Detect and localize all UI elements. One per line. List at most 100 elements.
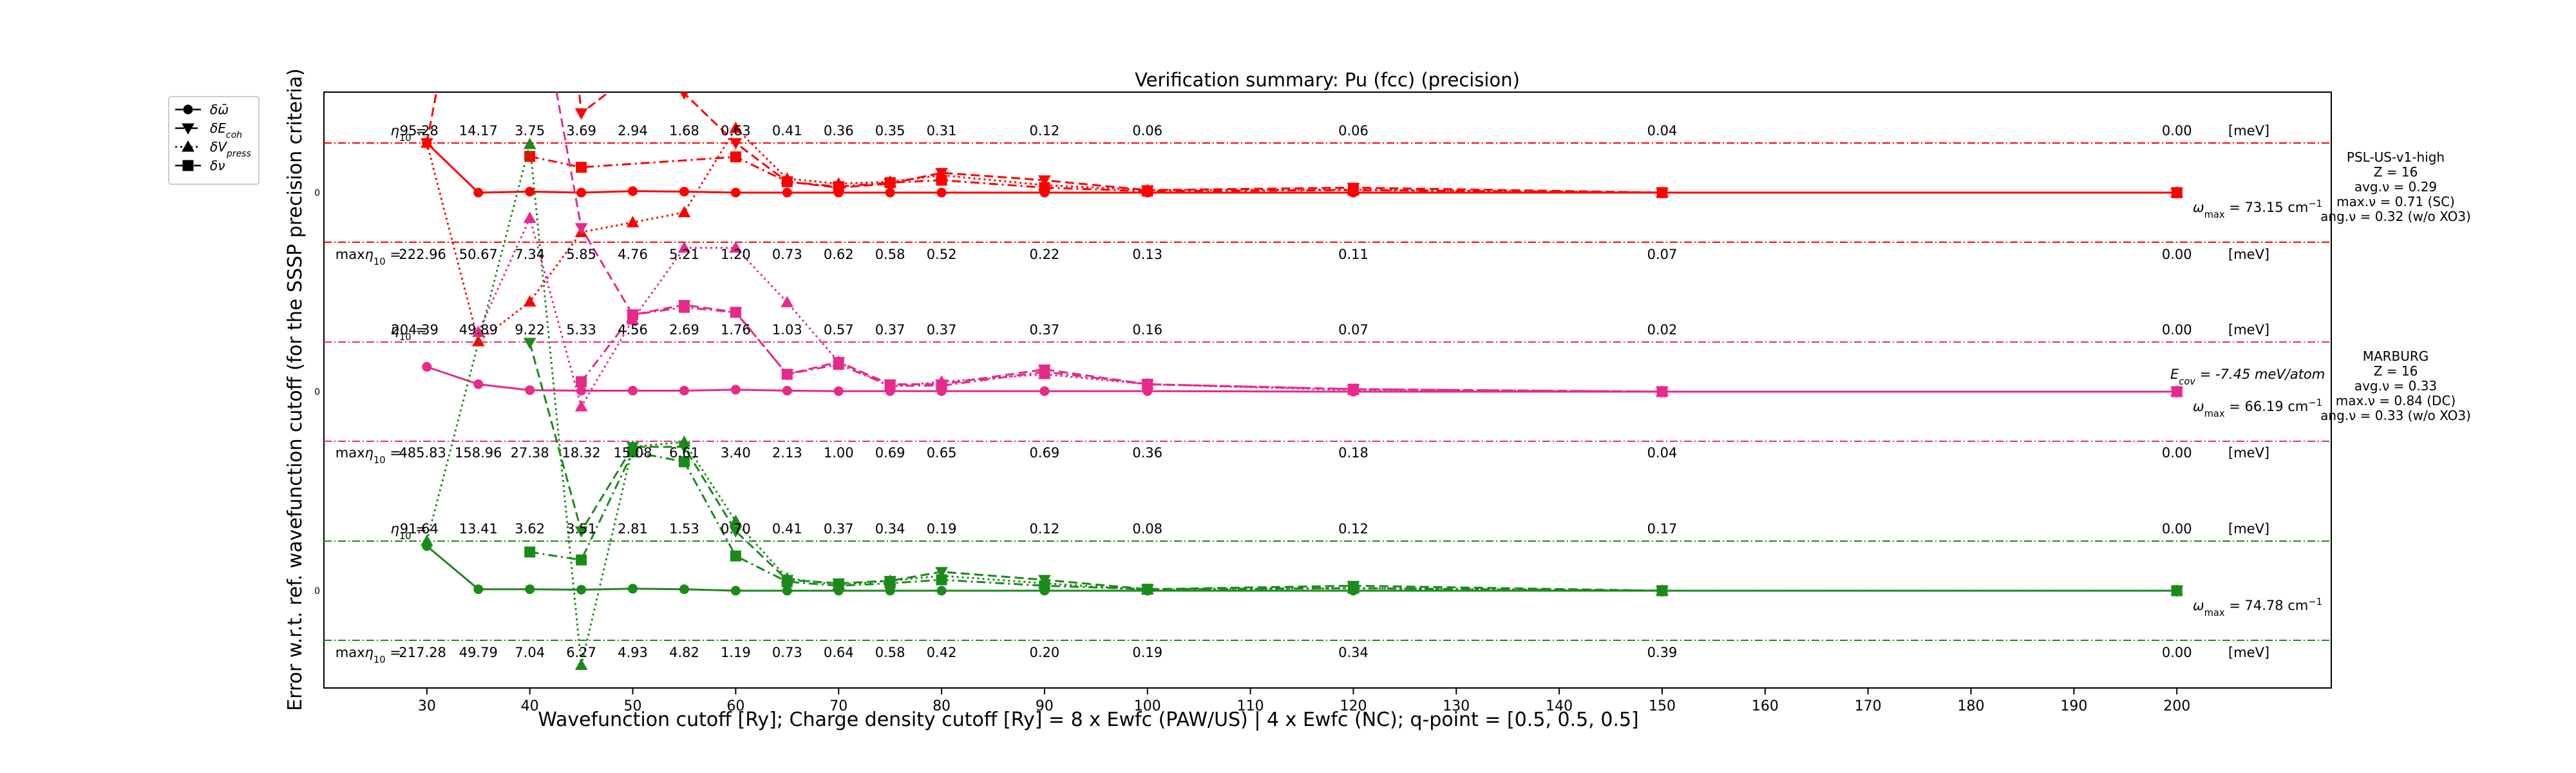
max-eta10-value: 7.04 (515, 645, 545, 660)
unit-label: [meV] (2228, 123, 2269, 138)
pseudopotential-info: max.ν = 0.71 (SC) (2336, 194, 2455, 209)
x-axis-label: Wavefunction cutoff [Ry]; Charge density… (538, 709, 1639, 731)
eta10-value: 0.37 (927, 322, 957, 338)
plot-area (323, 91, 2332, 689)
series-line-omega (426, 366, 2177, 393)
eta10-value: 0.02 (1647, 322, 1678, 338)
data-point-circle (782, 187, 792, 198)
max-eta10-value: 1.19 (721, 645, 751, 660)
x-tick-label: 190 (2060, 698, 2087, 714)
x-tick-label: 160 (1752, 698, 1779, 714)
data-point-triangle-up (729, 241, 743, 253)
data-point-square (884, 380, 896, 392)
chart-title: Verification summary: Pu (fcc) (precisio… (1135, 69, 1520, 91)
series-line-omega (426, 545, 2177, 592)
data-point-square (781, 176, 793, 187)
omega-max-label: ωmax = 66.19 cm−1 (2193, 397, 2322, 419)
data-point-square (1656, 386, 1668, 397)
data-point-circle (473, 584, 484, 595)
y-axis-label: Error w.r.t. ref. wavefunction cutoff (f… (284, 68, 307, 711)
max-eta10-value: 158.96 (455, 445, 502, 461)
eta10-label: η10 = (391, 521, 427, 542)
data-point-triangle-up (523, 211, 536, 223)
eta10-value: 3.62 (515, 521, 545, 537)
eta10-value: 0.12 (1030, 123, 1060, 138)
data-point-square (576, 376, 587, 388)
eta10-value: 95.28 (400, 123, 439, 138)
data-point-triangle-up (523, 137, 536, 149)
max-eta10-label: maxη10 = (336, 247, 401, 267)
data-point-square (678, 301, 690, 313)
data-point-square (1656, 585, 1668, 596)
data-point-circle (628, 186, 638, 196)
data-point-triangle-down (574, 223, 588, 234)
data-point-square (833, 580, 844, 591)
eta10-value: 2.81 (618, 521, 648, 537)
series-line-nu (580, 306, 2177, 393)
series-line-nu (529, 155, 2177, 194)
pseudopotential-info: avg.ν = 0.33 (2354, 378, 2437, 394)
data-point-circle (1039, 386, 1050, 396)
eta10-value: 0.00 (2162, 521, 2192, 537)
data-point-square (730, 550, 741, 562)
unit-label: [meV] (2228, 322, 2269, 338)
eta10-value: 5.33 (566, 322, 596, 338)
data-point-circle (936, 586, 947, 596)
data-point-circle (679, 385, 689, 396)
data-point-triangle-down (182, 123, 194, 135)
unit-label: [meV] (2228, 645, 2269, 660)
eta10-value: 4.56 (618, 322, 648, 338)
legend-entry-label: δEcoh (210, 120, 242, 140)
data-point-square (1039, 580, 1050, 591)
eta10-value: 1.76 (721, 322, 751, 338)
x-tick-label: 150 (1649, 698, 1676, 714)
eta10-value: 0.00 (2162, 322, 2192, 338)
max-eta10-value: 0.04 (1647, 445, 1678, 461)
data-point-triangle-up (523, 295, 536, 307)
max-eta10-value: 0.20 (1030, 645, 1060, 660)
data-point-triangle-up (420, 534, 433, 546)
data-point-square (524, 151, 536, 162)
y-tick-label: 0 (314, 387, 320, 397)
pseudopotential-info: Z = 16 (2374, 164, 2418, 180)
eta10-value: 9.22 (515, 322, 545, 338)
legend-entry-label: δω̄ (210, 102, 229, 117)
eta10-value: 0.08 (1132, 521, 1162, 537)
data-point-square (1142, 584, 1153, 595)
data-point-triangle-up (729, 121, 743, 133)
unit-label: [meV] (2228, 247, 2269, 262)
max-eta10-value: 27.38 (511, 445, 549, 461)
max-eta10-value: 4.76 (618, 247, 648, 262)
x-tick-label: 110 (1237, 698, 1264, 714)
data-point-square (1347, 383, 1359, 395)
data-point-triangle-up (574, 658, 588, 670)
max-eta10-value: 3.40 (721, 445, 751, 461)
max-eta10-value: 0.52 (927, 247, 957, 262)
max-eta10-value: 217.28 (399, 645, 446, 660)
data-point-square (1039, 182, 1050, 193)
max-eta10-value: 15.08 (613, 445, 652, 461)
max-eta10-value: 0.42 (927, 645, 957, 660)
max-eta10-value: 0.58 (875, 247, 905, 262)
max-eta10-value: 0.00 (2162, 247, 2192, 262)
eta10-value: 0.12 (1030, 521, 1060, 537)
data-point-circle (628, 584, 638, 594)
data-point-circle (730, 586, 741, 596)
eta10-value: 13.41 (459, 521, 498, 537)
data-point-triangle-up (677, 435, 691, 447)
max-eta10-value: 7.34 (515, 247, 545, 262)
data-point-triangle-down (729, 138, 743, 150)
data-point-square (2171, 187, 2183, 198)
x-tick-label: 180 (1958, 698, 1985, 714)
data-point-triangle-down (679, 92, 689, 100)
series-line-ecoh (426, 92, 2177, 194)
eta10-value: 0.17 (1647, 521, 1678, 537)
max-eta10-value: 5.85 (566, 247, 596, 262)
max-eta10-value: 0.07 (1647, 247, 1678, 262)
data-point-circle (679, 584, 689, 595)
max-eta10-value: 18.32 (562, 445, 601, 461)
data-point-square (884, 577, 896, 589)
data-point-square (576, 162, 587, 173)
data-point-square (936, 175, 947, 186)
